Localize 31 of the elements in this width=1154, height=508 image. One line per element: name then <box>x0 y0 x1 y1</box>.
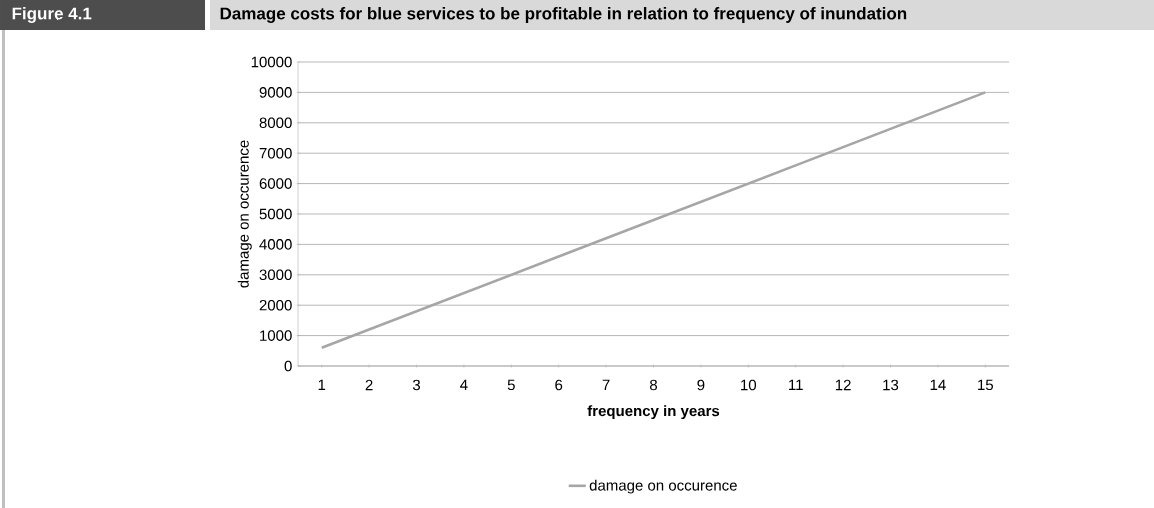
x-tick-label: 15 <box>978 379 994 391</box>
x-tick-label: 7 <box>602 379 610 390</box>
y-tick-label: 7000 <box>259 147 292 159</box>
y-tick-label: 5000 <box>259 208 292 220</box>
y-tick-label: 10000 <box>251 56 292 68</box>
x-tick-label: 9 <box>697 379 705 391</box>
x-tick-label: 5 <box>507 379 515 391</box>
y-tick-label: 0 <box>284 360 292 372</box>
x-tick-label: 10 <box>741 379 757 391</box>
caption: Figure 4.1 <box>12 7 92 23</box>
x-axis-title: frequency in years <box>587 405 720 420</box>
x-tick-label: 13 <box>883 379 899 391</box>
legend-label: damage on occurence <box>589 479 737 494</box>
y-tick-label: 8000 <box>259 117 292 129</box>
x-tick-label: 12 <box>835 379 851 391</box>
y-tick-label: 3000 <box>259 269 292 281</box>
x-tick-label: 11 <box>789 379 803 390</box>
x-tick-label: 4 <box>460 379 468 390</box>
y-tick-label: 4000 <box>259 239 292 250</box>
chart-title: Damage costs for blue services to be profitable in relation to frequency of inundation <box>220 7 907 23</box>
y-tick-label: 1000 <box>260 330 292 341</box>
x-tick-label: 1 <box>318 379 326 390</box>
x-tick-label: 2 <box>365 379 373 391</box>
x-tick-label: 6 <box>555 379 563 391</box>
y-tick-label: 6000 <box>259 178 292 189</box>
y-tick-label: 2000 <box>259 299 292 311</box>
y-axis-title: damage on occurence <box>237 140 252 288</box>
y-tick-label: 9000 <box>259 87 292 98</box>
x-tick-label: 3 <box>412 379 421 391</box>
x-tick-label: 8 <box>649 379 658 391</box>
x-tick-label: 14 <box>930 379 946 390</box>
